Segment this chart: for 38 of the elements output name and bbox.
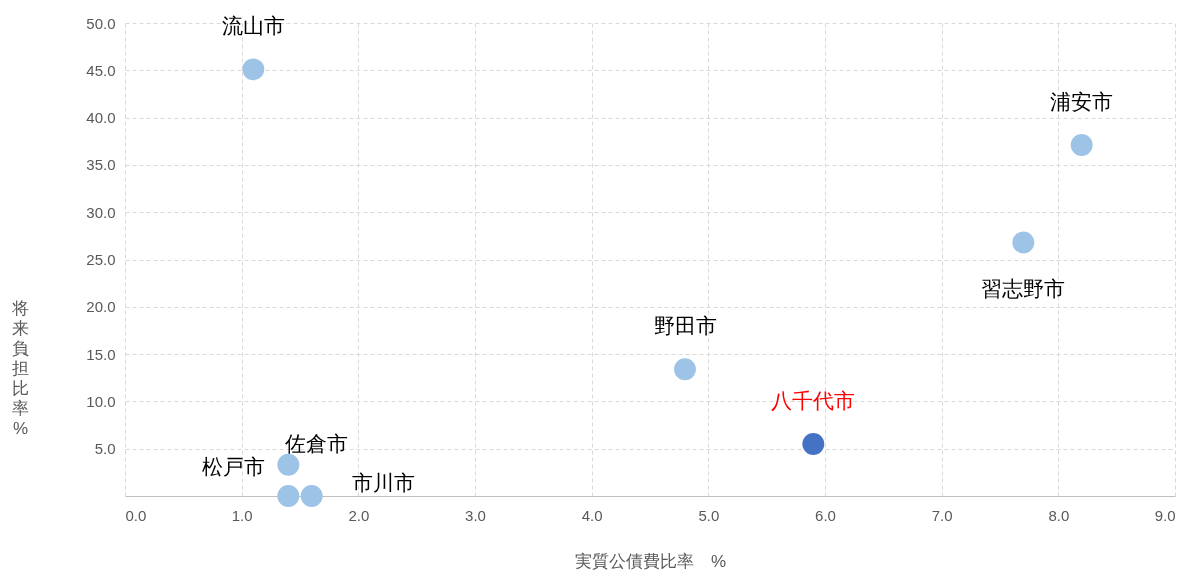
x-tick-label: 6.0 — [815, 506, 836, 524]
y-tick-label: 30.0 — [86, 203, 116, 221]
point — [1070, 134, 1093, 156]
point — [277, 485, 300, 507]
y-tick-label: 25.0 — [86, 251, 116, 268]
series-label: 八千代市 — [771, 388, 856, 412]
y-tick-label: 50.0 — [86, 14, 116, 32]
y-axis-title: 将来負担比率 % — [11, 298, 29, 438]
point — [277, 453, 300, 476]
annotation: 流山市 — [221, 14, 285, 38]
point — [1012, 231, 1035, 254]
x-tick-label: 8.0 — [1048, 506, 1070, 524]
annotation: 習志野市 — [981, 277, 1066, 301]
y-tick-label: 45.0 — [86, 61, 116, 79]
point — [300, 485, 323, 507]
y-tick-label: 35.0 — [86, 156, 116, 174]
y-tick-label: 10.0 — [86, 392, 116, 410]
x-tick-label: 0.0 — [125, 506, 147, 524]
point — [242, 58, 265, 81]
annotation: 浦安市 — [1050, 90, 1114, 114]
annotation: 野田市 — [653, 314, 717, 338]
x-tick-label: 4.0 — [581, 506, 603, 524]
y-tick-label: 5.0 — [94, 440, 116, 458]
x-tick-label: 2.0 — [348, 506, 370, 524]
x-tick-label: 5.0 — [698, 506, 720, 524]
annotation: 佐倉市 — [284, 431, 348, 455]
y-tick-label: 40.0 — [86, 109, 116, 127]
point — [802, 433, 825, 455]
x-tick-label: 3.0 — [465, 506, 486, 524]
x-tick-label: 1.0 — [231, 506, 253, 524]
point — [674, 358, 696, 381]
annotation: 市川市 — [352, 471, 416, 494]
y-tick-label: 15.0 — [86, 345, 116, 363]
y-tick-label: 20.0 — [86, 298, 116, 316]
x-tick-label: 7.0 — [931, 506, 953, 524]
x-tick-label: 9.0 — [1154, 506, 1176, 524]
x-axis-title: 実質公債費比率 % — [574, 551, 727, 571]
annotation: 松戸市 — [201, 455, 265, 478]
